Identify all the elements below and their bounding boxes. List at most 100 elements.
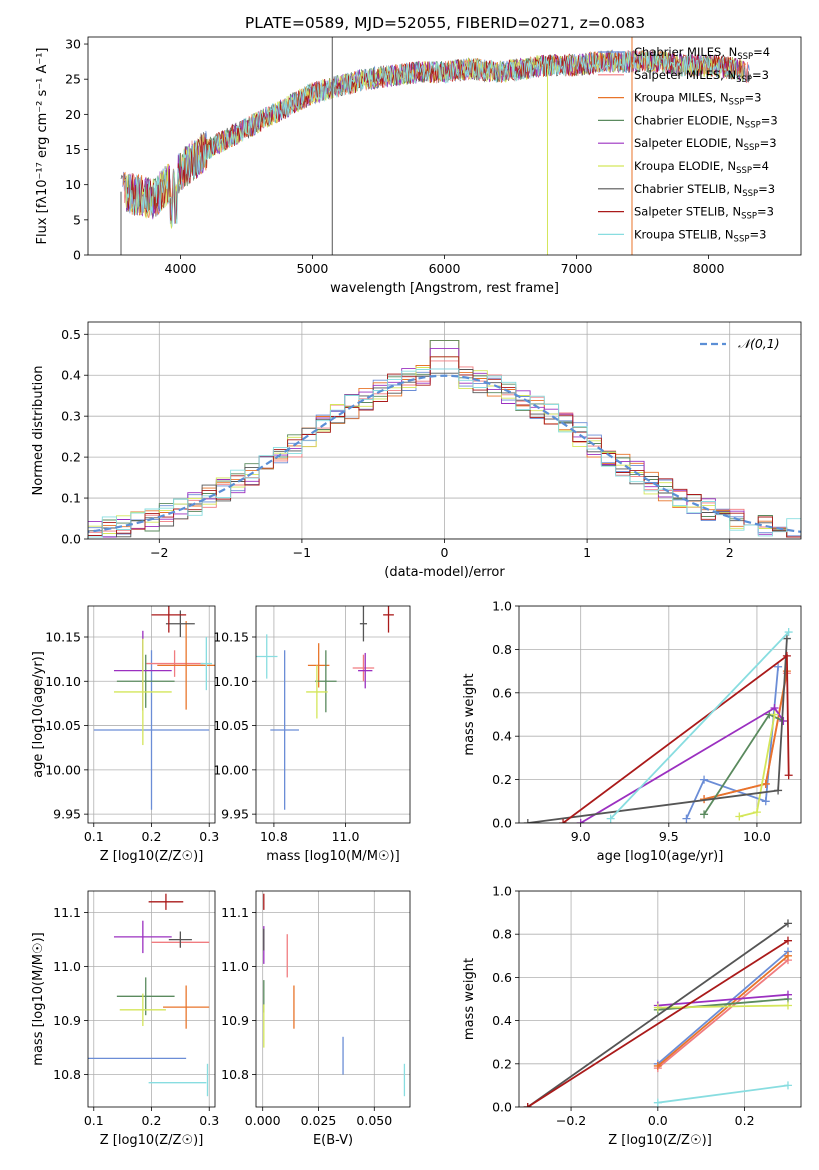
x-axis-label: age [log10(age/yr)] (597, 849, 724, 864)
weight-marker (774, 662, 783, 671)
mass-weight-vs-age-plot-area (519, 606, 801, 823)
x-axis-label: Z [log10(Z/Z☉)] (100, 849, 204, 864)
errorbar-kroupa-miles (157, 621, 215, 710)
legend-label: Salpeter STELIB, NSSP=3 (634, 205, 774, 222)
x-tick-label: 9.5 (659, 829, 679, 844)
weight-marker (523, 1103, 532, 1107)
spectrum-legend: Chabrier MILES, NSSP=4 Salpeter MILES, NS… (598, 45, 778, 244)
axes-frame (87, 321, 802, 540)
x-tick-label: 11.0 (332, 829, 360, 844)
weight-line-kroupa-stelib (657, 1084, 789, 1104)
y-tick-label: 11.1 (53, 905, 81, 920)
x-axis-label: Z [log10(Z/Z☉)] (608, 1133, 712, 1148)
axes-frame (87, 605, 216, 824)
x-tick-label: 9.0 (571, 829, 591, 844)
y-axis-label: Normed distribution (31, 366, 46, 496)
y-tick-label: 30 (65, 37, 81, 52)
spectrum-line-kroupa-stelib (125, 50, 741, 227)
weight-marker (761, 779, 770, 788)
weight-line-salpeter-elodie (657, 993, 789, 1007)
chart-age-vs-mass: 10.8 11.0 9.95 10.00 10.05 10.10 10.15 mass [lo… (213, 605, 411, 864)
spectrum-plot-area (120, 37, 752, 255)
y-tick-label: 0.0 (61, 532, 81, 547)
y-tick-label: 0.5 (61, 327, 81, 342)
weight-marker (559, 819, 568, 823)
errorbar-chabrier-elodie (116, 654, 175, 708)
errorbar-kroupa-stelib (256, 634, 278, 679)
y-tick-label: 10.10 (45, 674, 81, 689)
axes-frame (255, 890, 411, 1108)
y-tick-label: 0.4 (492, 729, 512, 744)
axes-frame (518, 890, 802, 1108)
x-tick-label: 0 (441, 545, 449, 560)
y-tick-label: 10.05 (213, 718, 249, 733)
weight-marker (523, 819, 532, 823)
errorbar-kroupa-elodie (113, 638, 172, 746)
weight-marker (783, 1001, 792, 1010)
weight-marker (653, 1098, 662, 1107)
x-tick-label: 0.1 (84, 829, 104, 844)
legend-label: Chabrier STELIB, NSSP=3 (634, 182, 775, 199)
x-tick-label: 1 (583, 545, 591, 560)
weight-marker (782, 634, 791, 643)
y-tick-label: 10.00 (213, 762, 249, 777)
axes-frame (87, 890, 216, 1108)
y-tick-label: 20 (65, 107, 81, 122)
x-axis-label: mass [log10(M/M☉)] (266, 849, 399, 864)
y-tick-label: 0.4 (492, 1013, 512, 1028)
x-tick-label: 7000 (561, 261, 593, 276)
weight-marker (735, 812, 744, 821)
x-tick-label: 2 (726, 545, 734, 560)
chart-mass-weight-vs-z: −0.2 0.0 0.2 0.0 0.2 0.4 0.6 0.8 1.0 Z [log10(Z/Z… (462, 884, 802, 1148)
errorbar-salpeter-stelib (148, 893, 184, 910)
weight-line-kroupa-elodie (657, 1004, 789, 1009)
weight-marker (653, 1061, 662, 1070)
x-tick-label: 0.0 (648, 1113, 668, 1128)
weight-marker (783, 990, 792, 999)
legend-label: Kroupa ELODIE, NSSP=4 (634, 159, 769, 176)
legend-label: Kroupa MILES, NSSP=3 (634, 91, 761, 108)
weight-line-kroupa-stelib (609, 631, 790, 820)
axes-frame (518, 605, 802, 824)
x-tick-label: 0.2 (735, 1113, 755, 1128)
weight-marker (782, 651, 791, 660)
y-axis-label: mass weight (462, 673, 477, 755)
x-tick-label: 0.2 (142, 829, 162, 844)
errorbar-salpeter-stelib (383, 606, 394, 633)
y-tick-label: 10 (65, 177, 81, 192)
chart-mass-weight-vs-age: 9.0 9.5 10.0 0.0 0.2 0.4 0.6 0.8 1.0 age [log10(a… (462, 599, 802, 864)
weight-line-chabrier-miles (657, 950, 789, 1065)
weight-marker (784, 771, 793, 780)
weight-line-salpeter-stelib (527, 939, 789, 1107)
mass-vs-ebv-plot-area (256, 891, 410, 1107)
chart-spectrum: 4000 5000 6000 7000 8000 0 5 10 15 20 25 30 waveleng… (35, 37, 802, 296)
y-tick-label: 0.2 (492, 772, 512, 787)
x-tick-label: −2 (150, 545, 168, 560)
y-tick-label: 0.2 (492, 1056, 512, 1071)
y-tick-label: 11.1 (221, 905, 249, 920)
errorbar-salpeter-miles (352, 654, 375, 682)
x-axis-label: (data-model)/error (384, 565, 505, 580)
x-axis-label: E(B-V) (313, 1133, 353, 1148)
weight-marker (700, 810, 709, 819)
weight-marker (784, 628, 793, 637)
residuals-plot-area (88, 322, 801, 539)
histogram-kroupa-stelib (88, 368, 801, 538)
x-axis-label: Z [log10(Z/Z☉)] (100, 1133, 204, 1148)
histogram-chabrier-stelib (88, 369, 801, 538)
errorbar-chabrier-miles (93, 650, 210, 810)
legend-label: Chabrier ELODIE, NSSP=3 (634, 113, 778, 130)
y-tick-label: 1.0 (492, 884, 512, 899)
legend-label: 𝒩(0,1) (738, 336, 780, 351)
y-tick-label: 10.8 (221, 1067, 249, 1082)
y-tick-label: 9.95 (53, 807, 81, 822)
y-tick-label: 25 (65, 72, 81, 87)
y-tick-label: 15 (65, 142, 81, 157)
x-axis-label: wavelength [Angstrom, rest frame] (330, 281, 559, 296)
y-tick-label: 9.95 (221, 807, 249, 822)
x-tick-label: 6000 (429, 261, 461, 276)
x-tick-label: 0.025 (301, 1113, 337, 1128)
y-tick-label: 0.0 (492, 816, 512, 831)
y-axis-label: mass [log10(M/M☉)] (31, 932, 46, 1065)
normal-reference-curve (88, 374, 801, 533)
